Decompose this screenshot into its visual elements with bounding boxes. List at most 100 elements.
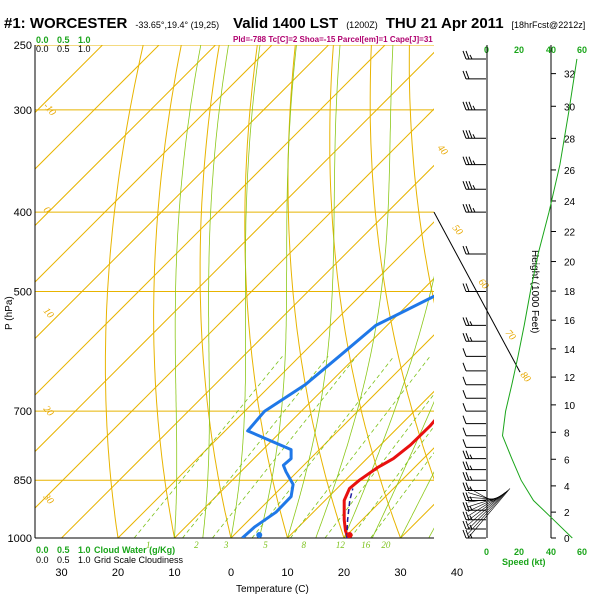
dry-adiabat-50 xyxy=(408,45,434,304)
height-tick-label: 12 xyxy=(564,373,576,384)
wind-barb-feather xyxy=(462,502,467,511)
isotherm--10 xyxy=(174,277,434,538)
dry-adiabat-label: 70 xyxy=(503,328,518,343)
wind-speed-profile xyxy=(501,58,578,539)
wind-hodo-line xyxy=(467,497,497,500)
moist-adiabat-15 xyxy=(315,45,394,538)
wind-barb-feather xyxy=(462,450,467,459)
cloud-bottom-1: 0.5 xyxy=(57,555,70,565)
isotherm--60 xyxy=(35,45,386,396)
wind-hodo-line xyxy=(467,493,505,521)
dry-adiabat-0 xyxy=(199,45,232,538)
isotherm-50 xyxy=(514,45,600,538)
wind-barb xyxy=(462,130,486,139)
title-utc: (1200Z) xyxy=(346,20,378,30)
moist-adiabat-5 xyxy=(258,45,297,538)
mixing-ratio-2 xyxy=(182,356,329,538)
wind-barb-feather xyxy=(462,333,467,342)
wind-barb-feather xyxy=(465,203,470,213)
title: #1: WORCESTER -33.65°,19.4° (19,25) Vali… xyxy=(4,15,585,32)
wind-barb xyxy=(462,203,486,213)
wind-barb-half-feather xyxy=(472,105,476,111)
y-axis-label: P (hPa) xyxy=(4,296,15,330)
speed-top-3: 60 xyxy=(577,45,587,55)
dry-adiabat-label: -10 xyxy=(41,101,58,118)
wind-barb-feather xyxy=(462,101,467,111)
wind-barb-feather xyxy=(462,156,467,165)
series-parcel xyxy=(346,488,354,538)
wind-barb-half-feather xyxy=(469,465,473,470)
pressure-tick-label: 400 xyxy=(14,207,32,219)
height-tick-label: 0 xyxy=(564,534,570,545)
wind-barb-feather xyxy=(465,317,470,326)
height-tick-label: 24 xyxy=(564,197,576,208)
cloud-top-0: 0.0 xyxy=(36,44,49,54)
wind-barb-half-feather xyxy=(472,134,476,139)
mixing-ratio-8 xyxy=(290,356,431,538)
wind-barb-feather xyxy=(462,402,467,412)
wind-barb-feather xyxy=(465,245,470,255)
series-dewpoint xyxy=(241,294,434,538)
wind-barb-feather xyxy=(462,362,467,372)
temperature-tick-label: 20 xyxy=(112,567,124,579)
mixing-ratio-label: 8 xyxy=(301,540,306,550)
wind-hodo-line xyxy=(467,491,506,526)
speed-label: Speed (kt) xyxy=(502,557,546,567)
cloud-water-label: Cloud Water (g/Kg) xyxy=(94,545,175,555)
wind-barb-half-feather xyxy=(469,524,473,530)
dry-adiabat-40 xyxy=(369,45,434,481)
wind-barb xyxy=(462,348,486,357)
wind-barb-feather xyxy=(465,181,470,190)
title-valid: Valid 1400 LST xyxy=(233,15,338,32)
wind-barb-half-feather xyxy=(469,475,473,481)
wind-barb-half-feather xyxy=(469,533,473,539)
temperature-tick-label: 20 xyxy=(338,567,350,579)
dry-adiabat-label: 50 xyxy=(450,223,465,238)
cloud-bottom-green-1: 0.5 xyxy=(57,545,70,555)
wind-barb-feather xyxy=(462,283,467,292)
wind-barb-half-feather xyxy=(472,207,476,213)
isotherm--90 xyxy=(35,45,216,227)
title-coords: -33.65°,19.4° (19,25) xyxy=(135,20,219,30)
wind-barb-feather xyxy=(462,520,467,530)
wind-barb-half-feather xyxy=(469,321,473,326)
wind-barb xyxy=(462,50,486,60)
dry-adiabat-label: 10 xyxy=(41,306,56,321)
wind-barb-feather xyxy=(462,427,467,436)
height-tick-label: 28 xyxy=(564,134,576,145)
dry-adiabat-30 xyxy=(329,45,402,538)
wind-hodo-line xyxy=(467,487,494,502)
moist-adiabat-10 xyxy=(287,45,341,538)
temperature-tick-label: 30 xyxy=(55,567,67,579)
wind-barb-feather xyxy=(465,502,470,511)
wind-barb-feather xyxy=(462,529,467,539)
pressure-tick-label: 850 xyxy=(14,475,32,487)
wind-barb xyxy=(462,362,486,372)
wind-barb-feather xyxy=(465,511,470,520)
wind-barb xyxy=(462,402,486,412)
sounding-series xyxy=(241,294,434,538)
wind-barb-half-feather xyxy=(469,336,473,342)
title-forecast: [18hrFcst@2212z] xyxy=(512,20,586,30)
isotherm--50 xyxy=(35,51,434,453)
speed-bottom-3: 60 xyxy=(577,547,587,557)
cloud-top-2: 1.0 xyxy=(78,44,91,54)
moist-adiabat--5 xyxy=(202,45,229,538)
wind-barb-feather xyxy=(468,181,473,190)
temperature-tick-label: 30 xyxy=(394,567,406,579)
wind-barb-feather xyxy=(465,520,470,530)
wind-hodo-line xyxy=(467,489,509,534)
mixing-ratio-label: 5 xyxy=(263,540,268,550)
pressure-tick-label: 1000 xyxy=(8,533,32,545)
wind-barb-feather xyxy=(465,50,470,60)
height-tick-label: 14 xyxy=(564,345,576,356)
wind-barb xyxy=(462,333,486,342)
dry-adiabat--20 xyxy=(104,45,144,538)
height-tick-label: 16 xyxy=(564,316,576,327)
wind-barb-feather xyxy=(468,156,473,165)
wind-barb-feather xyxy=(462,181,467,190)
wind-barb xyxy=(462,439,486,448)
dry-adiabat-label: 40 xyxy=(435,143,450,158)
mixing-ratio-16 xyxy=(350,425,434,538)
